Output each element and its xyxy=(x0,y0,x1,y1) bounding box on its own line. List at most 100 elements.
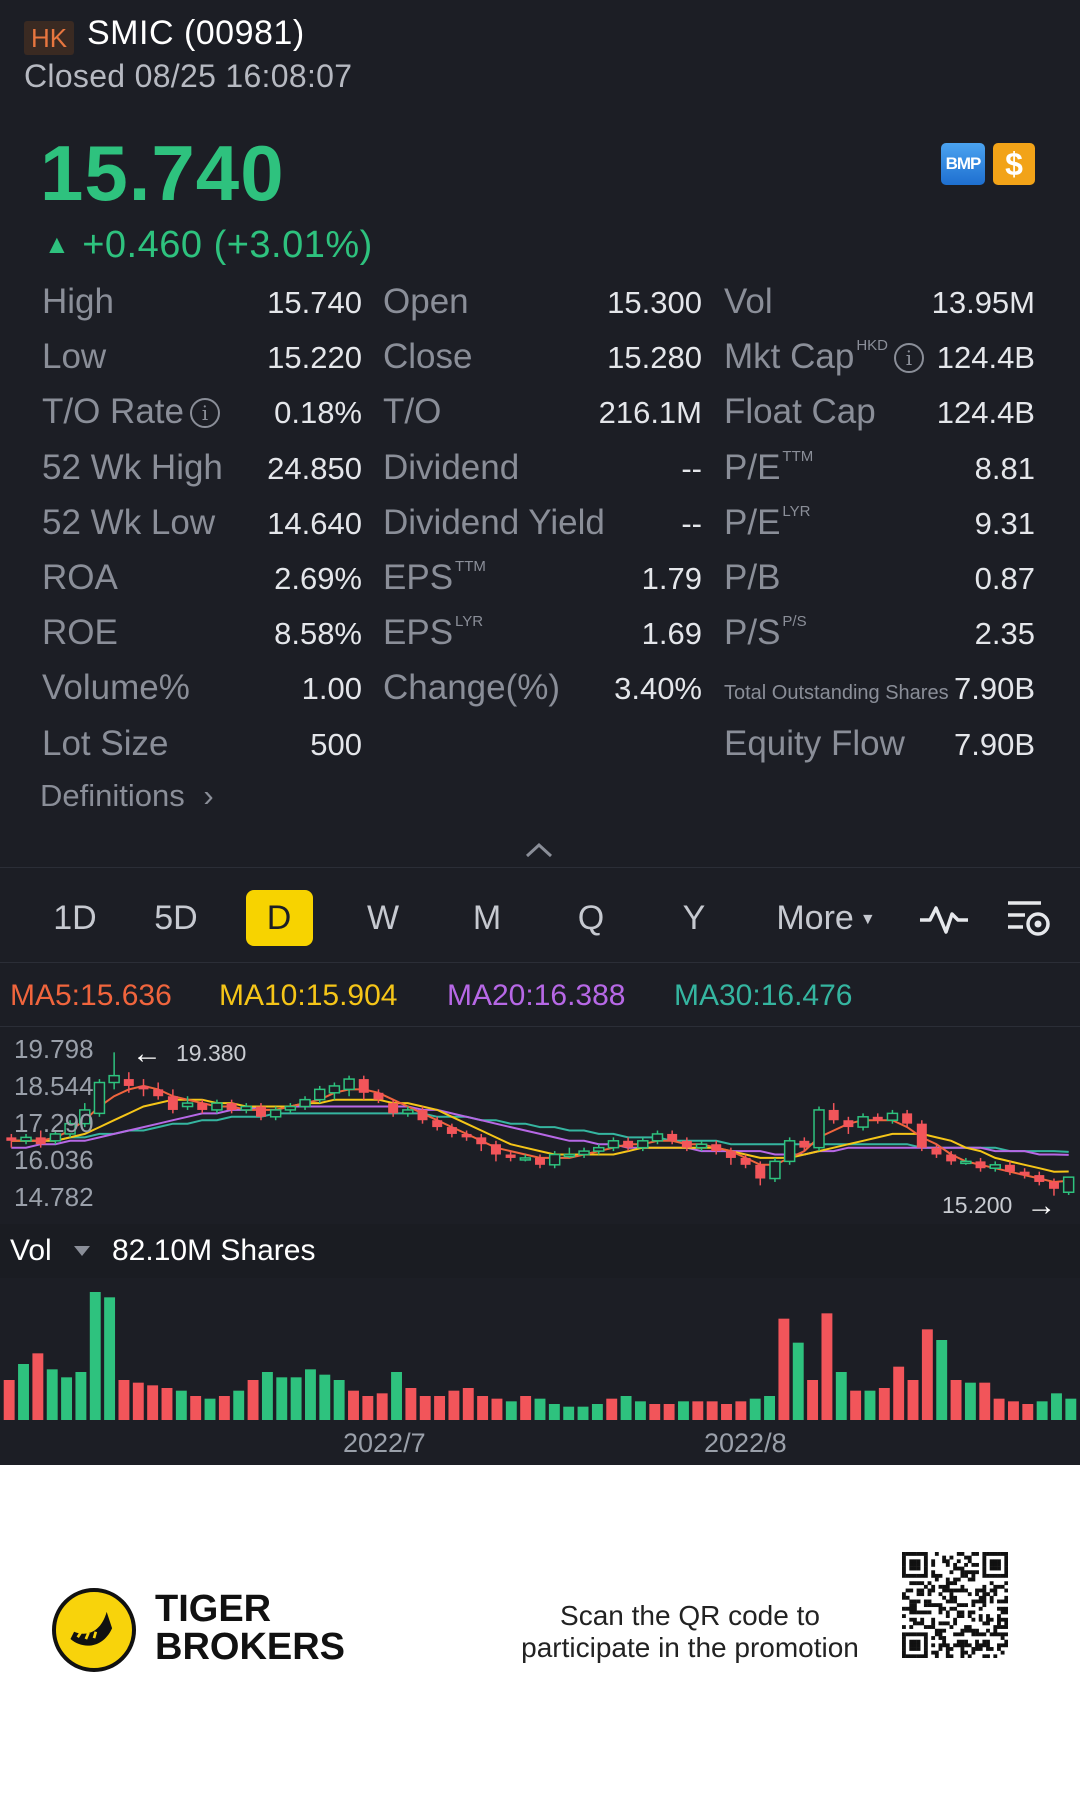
candle xyxy=(197,1099,208,1114)
stat-label: Close xyxy=(383,337,472,377)
candle xyxy=(1004,1161,1015,1176)
volume-bar xyxy=(462,1388,474,1420)
stat-label: P/B xyxy=(724,558,780,598)
stat-label-text: P/E xyxy=(724,502,781,542)
candle xyxy=(637,1137,649,1152)
volume-bar xyxy=(864,1390,876,1420)
definitions-label: Definitions xyxy=(40,778,185,813)
market-badge: HK xyxy=(24,21,74,55)
info-icon[interactable]: i xyxy=(893,343,924,374)
tab-q[interactable]: Q xyxy=(577,899,605,937)
candle xyxy=(269,1106,282,1121)
stat-label-text: Open xyxy=(383,282,469,321)
market-status: Closed 08/25 16:08:07 xyxy=(24,58,353,94)
stat-label-text: Change(%) xyxy=(383,668,561,708)
bmp-icon[interactable]: BMP xyxy=(941,143,985,185)
candle xyxy=(432,1116,443,1131)
stat-value: 24.850 xyxy=(267,450,362,486)
candle xyxy=(989,1161,1001,1172)
tab-5d[interactable]: 5D xyxy=(154,899,198,937)
brand-line-2: BROKERS xyxy=(155,1626,346,1668)
candle xyxy=(799,1137,810,1152)
volume-bar xyxy=(634,1401,646,1420)
stat-label-text: Total Outstanding Shares xyxy=(724,682,949,705)
more-label: More xyxy=(776,899,854,937)
ma20-line xyxy=(11,1105,1069,1156)
candle xyxy=(813,1106,825,1152)
stat-label: High xyxy=(42,282,114,322)
stat-label: P/S P/S xyxy=(724,613,807,653)
volume-bar xyxy=(419,1396,431,1420)
candle xyxy=(695,1140,708,1152)
volume-bar xyxy=(577,1406,589,1420)
dollar-icon[interactable]: $ xyxy=(993,143,1035,185)
stat-label-superscript: TTM xyxy=(782,447,814,465)
volume-indicator-select[interactable]: Vol xyxy=(10,1234,52,1267)
volume-bar xyxy=(161,1388,173,1420)
y-tick-label: 14.782 xyxy=(14,1182,94,1212)
volume-bar xyxy=(491,1398,503,1420)
stat-label-text: 52 Wk High xyxy=(42,447,223,487)
volume-bar xyxy=(706,1401,718,1420)
indicator-icon[interactable] xyxy=(918,898,970,938)
candle xyxy=(417,1106,428,1124)
candle xyxy=(35,1130,46,1148)
tab-m[interactable]: M xyxy=(472,899,502,937)
volume-bar xyxy=(764,1396,775,1420)
tab-1d[interactable]: 1D xyxy=(53,899,97,937)
volume-bar xyxy=(247,1380,259,1420)
definitions-link[interactable]: Definitions › xyxy=(40,778,214,814)
candle xyxy=(563,1147,576,1158)
stat-value: 15.300 xyxy=(607,285,702,320)
volume-bar xyxy=(218,1396,230,1420)
candle xyxy=(240,1103,253,1114)
tab-d[interactable]: D xyxy=(245,890,313,946)
caret-down-icon[interactable] xyxy=(74,1246,90,1256)
volume-bar xyxy=(534,1398,546,1420)
volume-bar xyxy=(563,1406,575,1420)
candle xyxy=(490,1140,501,1162)
ma30-line xyxy=(11,1112,1069,1153)
candle xyxy=(592,1144,605,1155)
stat-label-text: Equity Flow xyxy=(724,723,905,763)
ma20-label: MA20:16.388 xyxy=(447,979,626,1012)
volume-bar xyxy=(3,1380,15,1420)
candle xyxy=(20,1133,32,1145)
more-dropdown[interactable]: More ▼ xyxy=(774,890,878,946)
stat-label: ROE xyxy=(42,613,118,653)
candle xyxy=(211,1099,223,1114)
volume-bar xyxy=(591,1404,603,1420)
volume-value: 82.10M Shares xyxy=(112,1234,316,1267)
volume-bar xyxy=(175,1390,187,1420)
tab-y[interactable]: Y xyxy=(682,899,706,937)
volume-bar xyxy=(18,1364,29,1420)
collapse-chevron-icon[interactable] xyxy=(525,842,553,858)
volume-bar xyxy=(964,1382,976,1420)
info-icon[interactable]: i xyxy=(189,398,220,429)
tab-w[interactable]: W xyxy=(366,899,400,937)
candle xyxy=(857,1113,869,1131)
stat-label: ROA xyxy=(42,558,118,598)
volume-bar xyxy=(132,1382,144,1420)
volume-bar xyxy=(405,1388,417,1420)
candle xyxy=(358,1075,369,1100)
volume-bar xyxy=(319,1374,331,1420)
candle xyxy=(946,1151,957,1165)
ma5-label: MA5:15.636 xyxy=(10,979,172,1012)
qr-code xyxy=(902,1552,1008,1658)
stat-value: 8.58% xyxy=(274,616,362,652)
candle xyxy=(769,1157,781,1182)
candle xyxy=(548,1151,561,1169)
volume-chart[interactable] xyxy=(0,1280,1080,1422)
candle xyxy=(667,1130,678,1145)
candle xyxy=(446,1123,457,1138)
candle xyxy=(740,1154,751,1169)
stat-label-text: Dividend Yield xyxy=(383,502,605,542)
candle xyxy=(328,1082,341,1100)
chart-settings-icon[interactable] xyxy=(1005,897,1053,941)
stat-value: 124.4B xyxy=(936,340,1035,376)
candlestick-chart[interactable] xyxy=(0,1030,1080,1220)
stat-label-text: T/O xyxy=(383,392,442,432)
candle xyxy=(1019,1168,1030,1179)
stat-label: Float Cap xyxy=(724,392,876,432)
